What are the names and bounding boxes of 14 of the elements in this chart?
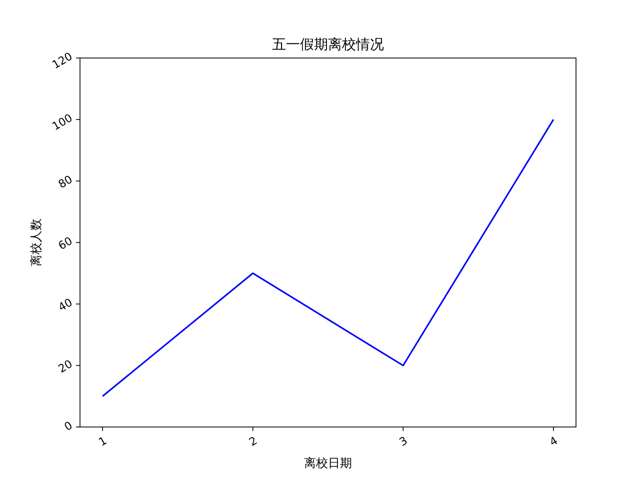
y-axis-title: 离校人数 [29,218,43,266]
y-tick-label: 60 [56,234,75,253]
chart-title: 五一假期离校情况 [272,37,384,53]
y-tick-label: 120 [50,50,75,72]
x-tick-label: 1 [96,434,110,449]
x-tick-label: 2 [246,434,260,449]
y-tick-label: 0 [62,418,75,434]
x-tick-label: 3 [397,434,410,449]
y-tick-label: 20 [56,357,75,376]
x-tick-label: 4 [547,434,560,449]
y-tick-label: 80 [56,172,75,192]
x-axis-title: 离校日期 [304,456,352,470]
y-tick-label: 100 [50,111,75,134]
y-tick-label: 40 [56,296,75,314]
